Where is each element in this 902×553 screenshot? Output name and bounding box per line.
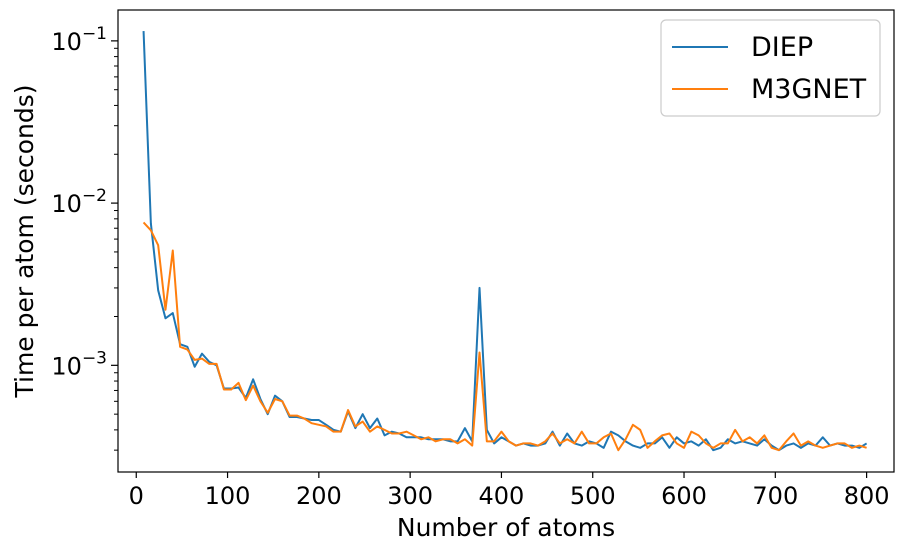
series-line-m3gnet (142, 221, 867, 452)
x-tick-label: 200 (296, 482, 342, 510)
y-tick-label: 10−3 (51, 348, 107, 380)
x-tick-label: 100 (205, 482, 251, 510)
series-layer (142, 30, 868, 452)
x-tick-label: 800 (844, 482, 890, 510)
legend: DIEP M3GNET (660, 19, 881, 117)
x-tick-label: 300 (387, 482, 433, 510)
legend-box (660, 19, 881, 117)
y-axis-label: Time per atom (seconds) (10, 84, 39, 398)
x-tick-label: 500 (570, 482, 616, 510)
x-axis-label: Number of atoms (397, 513, 615, 542)
x-tick-label: 600 (661, 482, 707, 510)
y-tick-label: 10−1 (51, 24, 107, 56)
x-tick-label: 0 (129, 482, 144, 510)
y-minor-ticks (114, 47, 118, 451)
x-tick-label: 400 (479, 482, 525, 510)
x-tick-label: 700 (752, 482, 798, 510)
legend-label-m3gnet: M3GNET (751, 74, 867, 105)
x-axis: 0 100 200 300 400 500 600 700 800 (129, 472, 890, 510)
plot-frame (117, 9, 895, 473)
legend-label-diep: DIEP (751, 32, 813, 63)
y-tick-label: 10−2 (51, 186, 107, 218)
y-axis: 10−3 10−2 10−1 (51, 24, 118, 380)
